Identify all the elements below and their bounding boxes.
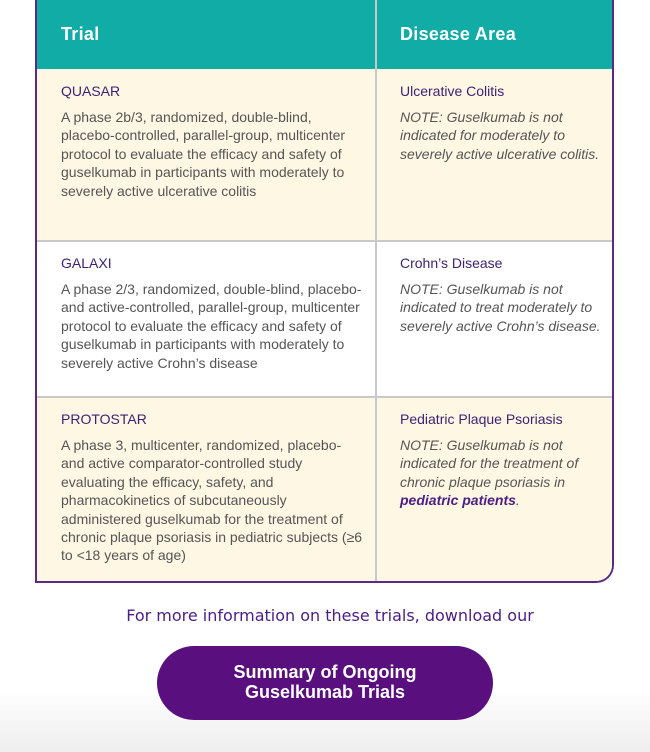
disease-note: NOTE: Guselkumab is not indicated to tre… <box>400 281 601 334</box>
disease-area: Ulcerative Colitis <box>400 83 505 99</box>
disease-note: NOTE: Guselkumab is not indicated for th… <box>400 436 610 510</box>
table-row: GALAXI A phase 2/3, randomized, double-b… <box>37 242 612 396</box>
header-disease-area: Disease Area <box>400 24 517 44</box>
disease-area: Crohn’s Disease <box>400 255 503 271</box>
disease-note-emphasis: pediatric patients <box>400 492 516 509</box>
table-row: PROTOSTAR A phase 3, multicenter, random… <box>37 398 612 581</box>
more-info-text: For more information on these trials, do… <box>126 606 534 625</box>
disease-note-suffix: . <box>515 492 520 509</box>
trial-description: A phase 3, multicenter, randomized, plac… <box>61 437 363 564</box>
header-trial: Trial <box>61 24 100 44</box>
table-row: QUASAR A phase 2b/3, randomized, double-… <box>37 69 612 240</box>
button-label-line2: Guselkumab Trials <box>244 682 406 702</box>
trial-name: QUASAR <box>61 83 121 99</box>
disease-note-text: NOTE: Guselkumab is not indicated for th… <box>400 437 579 490</box>
column-divider <box>375 0 377 581</box>
table-header: Trial Disease Area <box>37 0 612 69</box>
row-divider <box>37 396 612 398</box>
trials-table: Trial Disease Area QUASAR A phase 2b/3, … <box>35 0 614 583</box>
download-summary-button[interactable]: Summary of Ongoing Guselkumab Trials <box>157 646 493 720</box>
trial-name: GALAXI <box>61 255 112 271</box>
trial-description: A phase 2/3, randomized, double-blind, p… <box>61 281 362 371</box>
trial-description: A phase 2b/3, randomized, double-blind, … <box>61 109 346 199</box>
button-label-line1: Summary of Ongoing <box>233 662 417 682</box>
trial-name: PROTOSTAR <box>61 411 147 427</box>
disease-area: Pediatric Plaque Psoriasis <box>400 411 563 427</box>
row-divider <box>37 240 612 242</box>
disease-note: NOTE: Guselkumab is not indicated for mo… <box>400 109 600 162</box>
